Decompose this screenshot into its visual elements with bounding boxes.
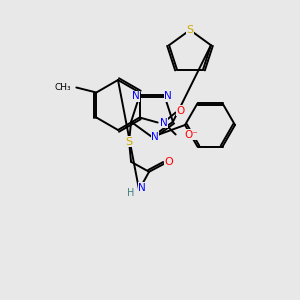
Text: O⁻: O⁻ [185,130,198,140]
Text: S: S [125,137,133,147]
Text: H: H [128,188,135,198]
Text: S: S [186,25,194,35]
Text: N: N [138,183,146,193]
Text: O: O [176,106,185,116]
Text: O: O [165,157,173,167]
Text: N: N [132,91,140,101]
Text: N: N [160,118,167,128]
Text: N: N [151,132,159,142]
Text: N: N [164,91,172,101]
Text: CH₃: CH₃ [55,83,71,92]
